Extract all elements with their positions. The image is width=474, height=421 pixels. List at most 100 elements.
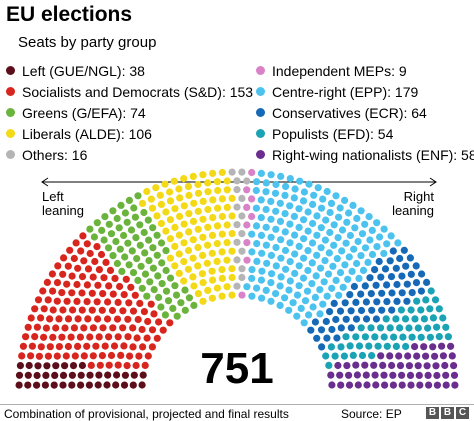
seat-dot (295, 262, 303, 270)
seat-dot (55, 343, 64, 351)
seat-dot (109, 252, 117, 260)
seat-dot (349, 351, 357, 359)
seat-dot (83, 281, 91, 289)
seat-dot (180, 258, 188, 266)
seat-dot (59, 270, 67, 278)
seat-dot (122, 275, 130, 283)
legend-label: Conservatives (ECR): 64 (272, 104, 427, 121)
seat-dot (73, 297, 81, 305)
seat-dot (103, 315, 112, 323)
seat-dot (40, 305, 48, 313)
seat-dot (86, 333, 94, 341)
seat-dot (313, 212, 321, 220)
legend-label: Greens (G/EFA): 74 (22, 104, 146, 121)
seat-dot (299, 274, 308, 282)
seat-dot (74, 342, 82, 350)
seat-dot (355, 342, 364, 350)
seat-dot (213, 222, 222, 230)
seat-dot (144, 317, 152, 326)
seat-dot (388, 361, 396, 370)
seat-dot (352, 361, 360, 369)
seat-dot (33, 371, 41, 380)
seat-dot (130, 204, 138, 212)
seat-dot (114, 333, 122, 341)
seat-dot (78, 306, 86, 314)
legend-item: Liberals (ALDE): 106 (6, 123, 253, 144)
seat-dot (166, 274, 175, 282)
seat-dot (395, 352, 403, 360)
seat-dot (304, 266, 312, 275)
seat-dot (354, 381, 362, 389)
seat-dot (76, 333, 84, 341)
legend-label: Populists (EFD): 54 (272, 125, 394, 142)
seat-dot (394, 239, 402, 247)
seat-dot (213, 178, 221, 186)
seat-dot (317, 326, 326, 334)
seat-dot (282, 265, 290, 273)
seat-dot (150, 310, 158, 318)
seat-dot (28, 342, 36, 350)
seat-dot (31, 333, 39, 341)
seat-dot (355, 274, 363, 282)
seat-dot (429, 343, 437, 351)
seat-dot (16, 362, 24, 370)
seat-dot (108, 306, 117, 315)
seat-dot (361, 333, 369, 341)
seat-dot (83, 240, 91, 248)
seat-dot (342, 239, 350, 247)
seat-dot (402, 262, 410, 270)
seat-dot (370, 361, 378, 369)
seat-dot (277, 172, 285, 180)
seat-dot (431, 296, 440, 304)
seat-dot (316, 310, 324, 318)
seat-dot (58, 333, 66, 341)
seat-dot (325, 361, 333, 369)
seat-dot (357, 290, 365, 298)
seat-dot (286, 175, 294, 183)
seat-dot (406, 371, 415, 379)
seat-dot (138, 325, 146, 334)
seat-dot (243, 221, 251, 229)
seat-dot (218, 195, 226, 203)
seat-dot (277, 236, 285, 244)
legend-swatch (6, 129, 15, 138)
seat-dot (293, 312, 301, 320)
seat-dot (272, 207, 280, 215)
seat-dot (425, 381, 433, 389)
seat-dot (214, 204, 222, 212)
legend-item: Socialists and Democrats (S&D): 153 (6, 81, 253, 102)
seat-dot (89, 324, 97, 332)
seat-dot (138, 381, 146, 389)
seat-dot (68, 289, 76, 297)
seat-dot (424, 371, 432, 379)
seat-dot (243, 256, 251, 264)
seat-dot (398, 381, 406, 389)
seat-dot (432, 362, 440, 370)
seat-dot (180, 277, 188, 285)
legend-item: Greens (G/EFA): 74 (6, 102, 253, 123)
seat-dot (423, 278, 431, 286)
seat-dot (228, 230, 236, 238)
seat-dot (321, 257, 329, 265)
seat-dot (96, 361, 104, 369)
seat-dot (343, 362, 351, 370)
seat-dot (305, 180, 313, 188)
seat-dot (257, 169, 265, 177)
seat-dot (125, 261, 133, 269)
seat-dot (451, 381, 459, 389)
seat-dot (112, 237, 120, 246)
seat-dot (172, 291, 181, 299)
seat-dot (327, 371, 335, 379)
seat-dot (141, 249, 149, 257)
seat-dot (64, 262, 72, 270)
seat-dot (194, 225, 202, 233)
seat-dot (309, 200, 317, 208)
seat-dot (448, 352, 456, 360)
seat-dot (365, 213, 373, 221)
seat-dot (383, 240, 391, 248)
seat-dot (98, 226, 106, 234)
seat-dot (304, 227, 312, 235)
seat-dot (194, 262, 202, 270)
seat-dot (119, 324, 127, 332)
seat-dot (326, 308, 334, 316)
